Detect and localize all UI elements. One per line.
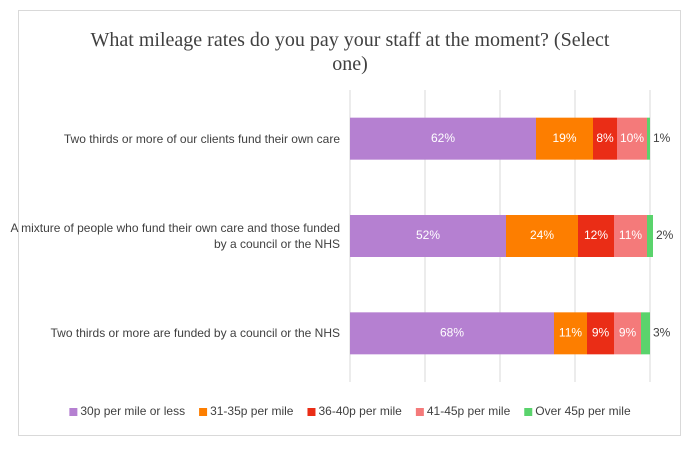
bar-segment bbox=[554, 312, 587, 355]
chart-title: What mileage rates do you pay your staff… bbox=[90, 29, 610, 75]
value-label: 68% bbox=[440, 326, 464, 340]
legend-swatch bbox=[69, 408, 78, 416]
legend-label: 31-35p per mile bbox=[210, 404, 294, 418]
legend-label: Over 45p per mile bbox=[535, 404, 631, 418]
value-label: 9% bbox=[619, 326, 637, 340]
category-label: Two thirds or more of our clients fund t… bbox=[63, 131, 340, 146]
bar-segment bbox=[536, 117, 593, 160]
legend-swatch bbox=[307, 408, 316, 416]
bar-segment bbox=[593, 117, 617, 160]
legend-swatch bbox=[199, 408, 208, 416]
chart-frame bbox=[18, 10, 681, 436]
bar-segment bbox=[578, 215, 614, 257]
legend-label: 30p per mile or less bbox=[80, 404, 185, 418]
legend-swatch bbox=[524, 408, 533, 416]
bar-segment bbox=[614, 215, 647, 257]
bar-segment bbox=[647, 215, 653, 257]
value-label: 11% bbox=[619, 228, 642, 242]
value-label: 62% bbox=[431, 131, 455, 145]
legend-label: 36-40p per mile bbox=[318, 404, 402, 418]
value-label: 11% bbox=[559, 326, 582, 340]
bar-segment bbox=[350, 215, 506, 257]
value-label: 19% bbox=[552, 131, 576, 145]
value-label: 1% bbox=[653, 131, 671, 145]
bar-segment bbox=[617, 117, 647, 160]
bar-segment bbox=[350, 312, 554, 355]
bar-segment bbox=[587, 312, 614, 355]
value-label: 12% bbox=[584, 228, 608, 242]
bar-segment bbox=[614, 312, 641, 355]
category-label: Two thirds or more are funded by a counc… bbox=[50, 326, 340, 341]
value-label: 10% bbox=[620, 131, 644, 145]
legend-label: 41-45p per mile bbox=[427, 404, 511, 418]
category-label: A mixture of people who fund their own c… bbox=[10, 221, 340, 251]
value-label: 3% bbox=[653, 326, 671, 340]
value-label: 9% bbox=[592, 326, 610, 340]
bar-segment bbox=[506, 215, 578, 257]
legend-swatch bbox=[415, 408, 424, 416]
value-label: 52% bbox=[416, 228, 440, 242]
value-label: 24% bbox=[530, 228, 554, 242]
bar-segment bbox=[647, 117, 650, 160]
bar-segment bbox=[641, 312, 650, 355]
value-label: 2% bbox=[656, 228, 674, 242]
value-label: 8% bbox=[596, 131, 614, 145]
bar-segment bbox=[350, 117, 536, 160]
